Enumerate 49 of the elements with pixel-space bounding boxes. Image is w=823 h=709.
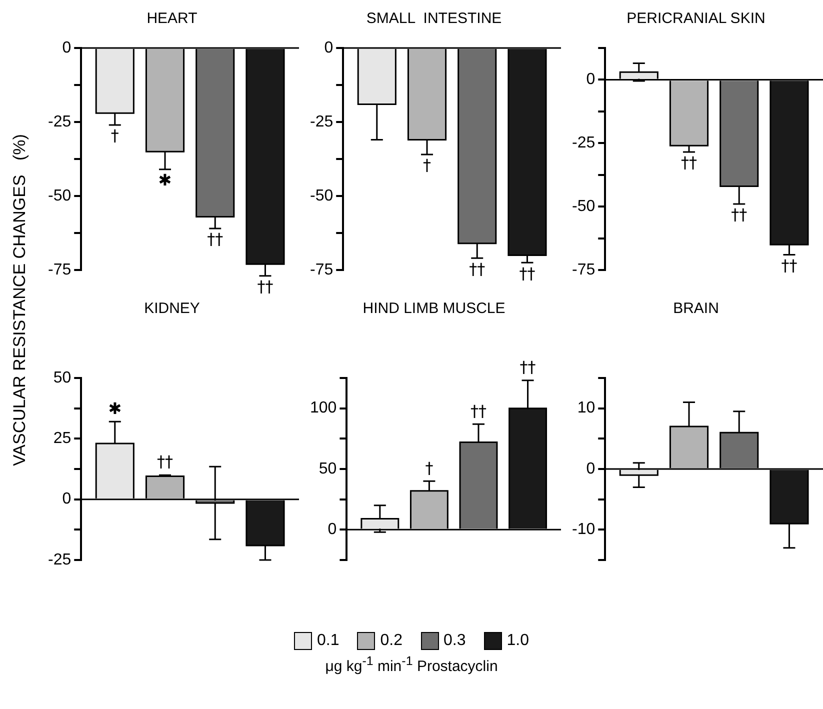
data-label: †† [157,452,174,472]
y-tick-label: 50 [318,460,337,478]
chart-title: BRAIN [673,300,719,318]
y-tick-label: -25 [48,551,72,568]
data-label: †† [207,230,224,249]
data-label: †† [681,153,698,172]
data-label: †† [469,259,486,278]
chart-title: HIND LIMB MUSCLE [362,300,506,318]
y-tick-label: 0 [586,460,596,478]
y-tick-label: -50 [48,187,72,204]
y-tick-label: -50 [310,187,334,204]
data-label: † [423,156,432,175]
legend-label: 0.3 [442,632,466,650]
y-tick-label: 0 [62,39,72,56]
y-tick-label: 0 [586,71,596,88]
y-tick-label: -75 [572,261,596,278]
y-tick-label: 50 [53,369,72,386]
y-tick-label: -25 [572,134,596,152]
chart-title: KIDNEY [144,300,200,318]
legend-label: 0.1 [316,632,340,650]
y-tick-label: -75 [310,261,334,278]
legend-label: 0.2 [379,632,402,650]
data-label: †† [257,277,274,296]
data-label: †† [781,256,798,275]
y-tick-label: 100 [310,400,337,417]
chart-title: HEART [146,10,198,28]
chart-title: SMALL INTESTINE [366,10,502,28]
legend-label: 1.0 [506,632,529,650]
y-axis-title: VASCULAR RESISTANCE CHANGES (%) [10,134,30,466]
data-label: †† [520,358,536,377]
y-tick-label: 25 [53,430,72,448]
data-label: † [425,458,434,478]
y-tick-label: -10 [572,521,596,538]
chart-title: PERICRANIAL SKIN [626,10,766,28]
y-tick-label: -50 [572,198,596,215]
y-tick-label: -25 [48,113,72,130]
data-label: ✱ [158,170,172,190]
data-label: † [110,126,119,146]
y-tick-label: 10 [577,400,596,417]
y-tick-label: -75 [48,261,72,278]
legend-title: μg kg$^{-1}$ min$^{-1}$ Prostacyclin [324,654,499,676]
y-tick-label: 0 [62,490,72,508]
data-label: ✱ [108,398,122,418]
y-tick-label: -25 [310,113,334,130]
data-label: †† [519,264,536,283]
data-label: †† [731,205,748,224]
y-tick-label: 0 [324,39,334,56]
data-label: †† [470,401,486,420]
y-tick-label: 0 [328,521,337,538]
